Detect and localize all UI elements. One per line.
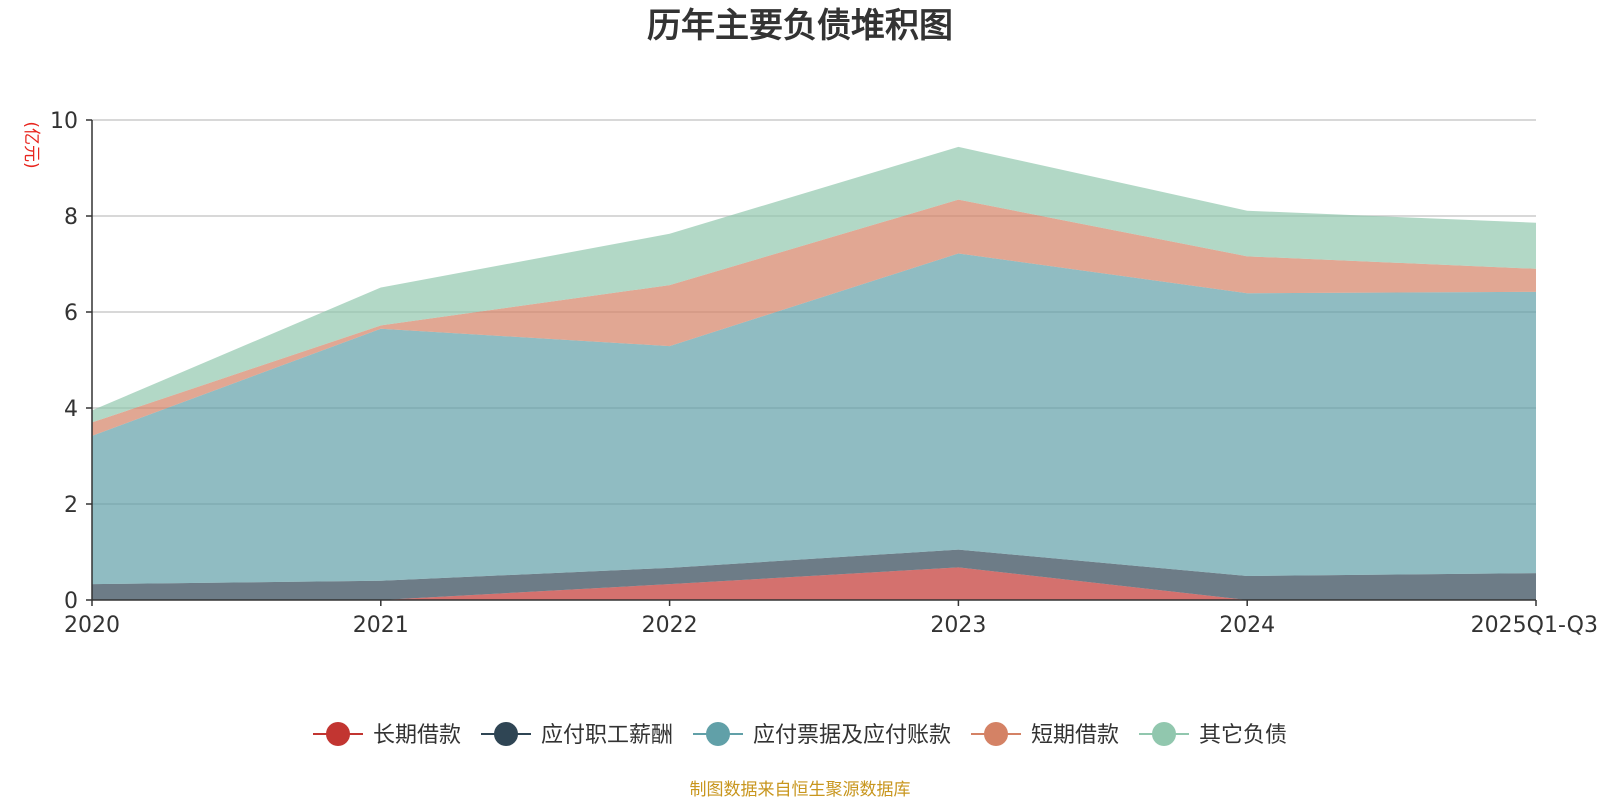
legend-label-0: 长期借款 — [373, 723, 461, 748]
legend-label-4: 其它负债 — [1199, 723, 1287, 748]
legend-label-2: 应付票据及应付账款 — [753, 723, 951, 748]
data-source-note: 制图数据来自恒生聚源数据库 — [690, 780, 911, 800]
y-tick-label-4: 8 — [64, 205, 78, 230]
legend-item-0[interactable]: 长期借款 — [313, 722, 461, 748]
legend-label-3: 短期借款 — [1031, 723, 1119, 748]
y-tick-label-5: 10 — [50, 109, 78, 134]
area-series-1[interactable] — [92, 549, 1536, 600]
legend-item-2[interactable]: 应付票据及应付账款 — [693, 722, 951, 748]
stacked-areas — [92, 146, 1536, 600]
legend[interactable]: 长期借款 应付职工薪酬 应付票据及应付账款 短期借款 其它负债 — [313, 722, 1287, 748]
legend-marker-1 — [494, 722, 518, 746]
legend-item-3[interactable]: 短期借款 — [971, 722, 1119, 748]
x-tick-label-4: 2024 — [1219, 613, 1275, 638]
axes: 0 2 4 6 8 10 2020 2021 2022 2023 2024 2025Q1-Q3 — [50, 109, 1598, 638]
x-tick-label-3: 2023 — [930, 613, 986, 638]
legend-label-1: 应付职工薪酬 — [541, 723, 673, 748]
x-tick-label-5: 2025Q1-Q3 — [1471, 613, 1598, 638]
chart-title: 历年主要负债堆积图 — [647, 6, 953, 46]
x-tick-label-2: 2022 — [642, 613, 698, 638]
x-tick-label-0: 2020 — [64, 613, 120, 638]
y-tick-label-2: 4 — [64, 397, 78, 422]
area-series-0[interactable] — [92, 567, 1536, 600]
legend-item-4[interactable]: 其它负债 — [1139, 722, 1287, 748]
legend-marker-4 — [1152, 722, 1176, 746]
area-series-4[interactable] — [92, 146, 1536, 423]
y-axis-unit: (亿元) — [21, 121, 41, 168]
area-series-3[interactable] — [92, 199, 1536, 436]
legend-item-1[interactable]: 应付职工薪酬 — [481, 722, 673, 748]
legend-marker-0 — [326, 722, 350, 746]
legend-marker-2 — [706, 722, 730, 746]
y-tick-label-1: 2 — [64, 493, 78, 518]
y-tick-label-3: 6 — [64, 301, 78, 326]
x-tick-label-1: 2021 — [353, 613, 409, 638]
legend-marker-3 — [984, 722, 1008, 746]
area-series-2[interactable] — [92, 253, 1536, 585]
y-tick-label-0: 0 — [64, 589, 78, 614]
